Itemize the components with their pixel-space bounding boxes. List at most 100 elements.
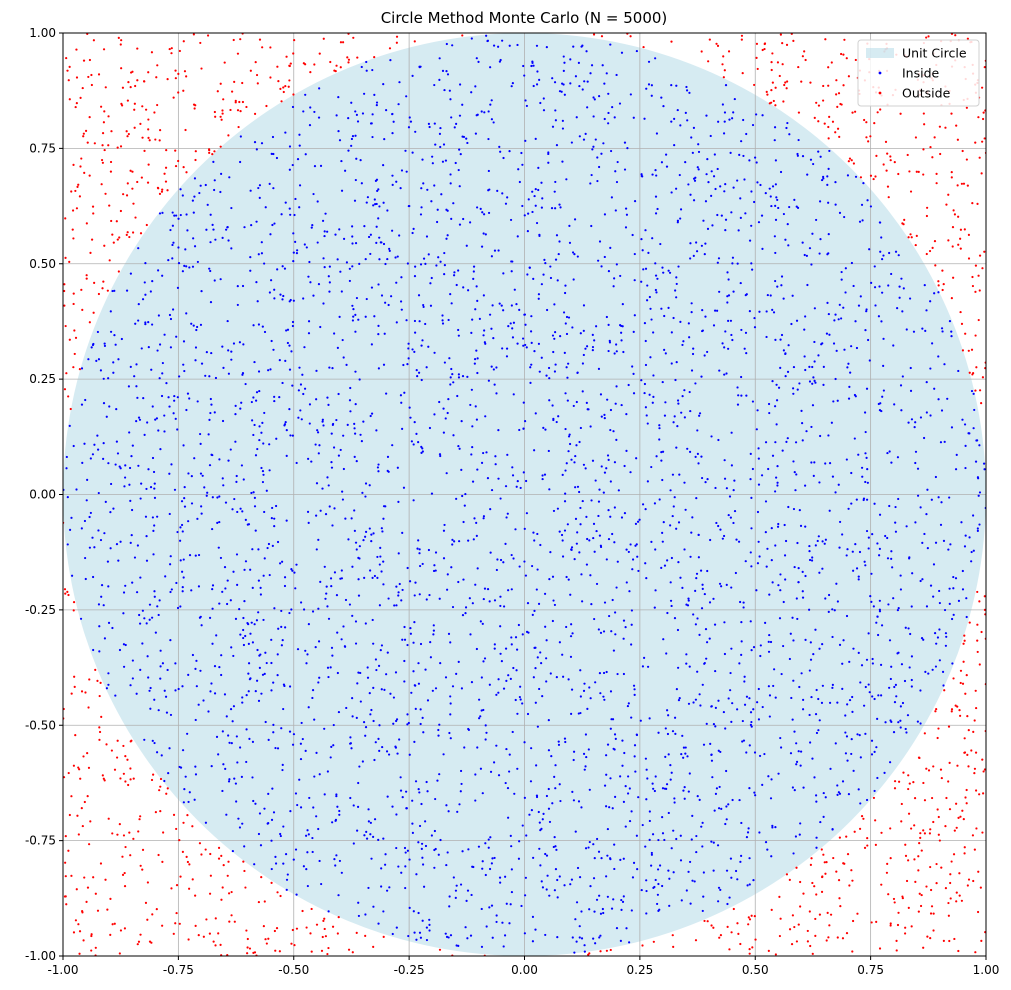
point-outside — [143, 149, 146, 152]
point-inside — [457, 373, 460, 376]
point-inside — [541, 197, 544, 200]
point-inside — [943, 440, 946, 443]
point-inside — [796, 388, 799, 391]
point-inside — [524, 323, 527, 326]
point-inside — [153, 496, 157, 499]
point-inside — [505, 747, 508, 751]
point-inside — [170, 463, 173, 466]
point-inside — [705, 641, 709, 644]
point-inside — [609, 480, 612, 483]
point-outside — [976, 639, 979, 642]
point-inside — [257, 832, 261, 836]
point-inside — [355, 157, 358, 160]
point-inside — [573, 558, 576, 561]
point-inside — [579, 695, 582, 698]
point-inside — [351, 614, 354, 617]
point-inside — [834, 181, 837, 184]
point-outside — [222, 98, 225, 101]
point-outside — [820, 890, 824, 893]
point-inside — [144, 323, 147, 326]
point-inside — [437, 256, 440, 259]
point-inside — [520, 904, 523, 908]
point-inside — [698, 693, 701, 696]
point-outside — [179, 875, 182, 878]
point-inside — [838, 643, 842, 646]
point-inside — [497, 691, 500, 694]
point-inside — [518, 180, 521, 184]
point-inside — [470, 37, 473, 40]
point-inside — [338, 813, 341, 816]
point-inside — [650, 853, 654, 856]
point-inside — [704, 242, 707, 245]
point-inside — [774, 251, 777, 255]
point-inside — [715, 787, 719, 790]
point-inside — [795, 760, 799, 764]
point-inside — [500, 660, 503, 663]
point-inside — [782, 600, 785, 604]
point-inside — [623, 168, 627, 171]
point-inside — [670, 847, 673, 850]
point-inside — [590, 603, 593, 606]
point-inside — [618, 102, 622, 105]
point-inside — [479, 620, 482, 623]
point-inside — [170, 588, 173, 591]
point-inside — [767, 467, 770, 471]
point-inside — [142, 397, 145, 400]
point-inside — [845, 614, 849, 618]
point-inside — [504, 542, 507, 545]
point-inside — [564, 740, 567, 744]
point-inside — [317, 282, 321, 286]
point-inside — [904, 727, 907, 731]
point-inside — [362, 420, 365, 423]
point-outside — [347, 61, 350, 64]
point-inside — [179, 188, 182, 191]
point-inside — [478, 698, 481, 701]
point-inside — [933, 292, 936, 295]
point-inside — [938, 601, 941, 605]
point-inside — [613, 867, 616, 871]
point-inside — [292, 858, 295, 861]
point-inside — [412, 670, 415, 673]
point-inside — [239, 160, 242, 164]
point-inside — [209, 241, 212, 244]
point-outside — [913, 858, 916, 861]
point-inside — [390, 295, 393, 298]
point-inside — [372, 642, 375, 645]
point-inside — [766, 293, 769, 297]
point-inside — [603, 417, 606, 420]
point-inside — [335, 795, 338, 798]
point-inside — [535, 795, 539, 799]
point-inside — [354, 110, 357, 113]
point-inside — [578, 135, 581, 138]
point-inside — [662, 638, 665, 641]
point-inside — [622, 637, 625, 640]
point-inside — [171, 224, 174, 227]
point-inside — [572, 758, 575, 762]
point-inside — [311, 836, 314, 840]
point-inside — [392, 696, 396, 699]
point-inside — [507, 816, 510, 819]
point-inside — [340, 189, 344, 192]
point-outside — [975, 827, 978, 830]
point-inside — [679, 208, 683, 211]
point-inside — [549, 276, 553, 280]
point-outside — [935, 172, 938, 175]
point-inside — [427, 548, 431, 552]
point-inside — [843, 215, 846, 219]
point-inside — [330, 432, 333, 435]
point-inside — [505, 679, 508, 683]
point-inside — [396, 466, 399, 469]
point-inside — [669, 778, 672, 781]
point-inside — [289, 434, 292, 437]
point-outside — [287, 85, 290, 88]
point-outside — [977, 116, 980, 119]
point-inside — [821, 643, 824, 646]
point-inside — [739, 197, 742, 200]
point-inside — [735, 538, 738, 541]
point-inside — [471, 865, 474, 868]
point-outside — [322, 37, 325, 40]
point-inside — [725, 805, 728, 808]
point-outside — [178, 839, 181, 842]
point-inside — [257, 370, 261, 373]
point-inside — [757, 718, 761, 721]
